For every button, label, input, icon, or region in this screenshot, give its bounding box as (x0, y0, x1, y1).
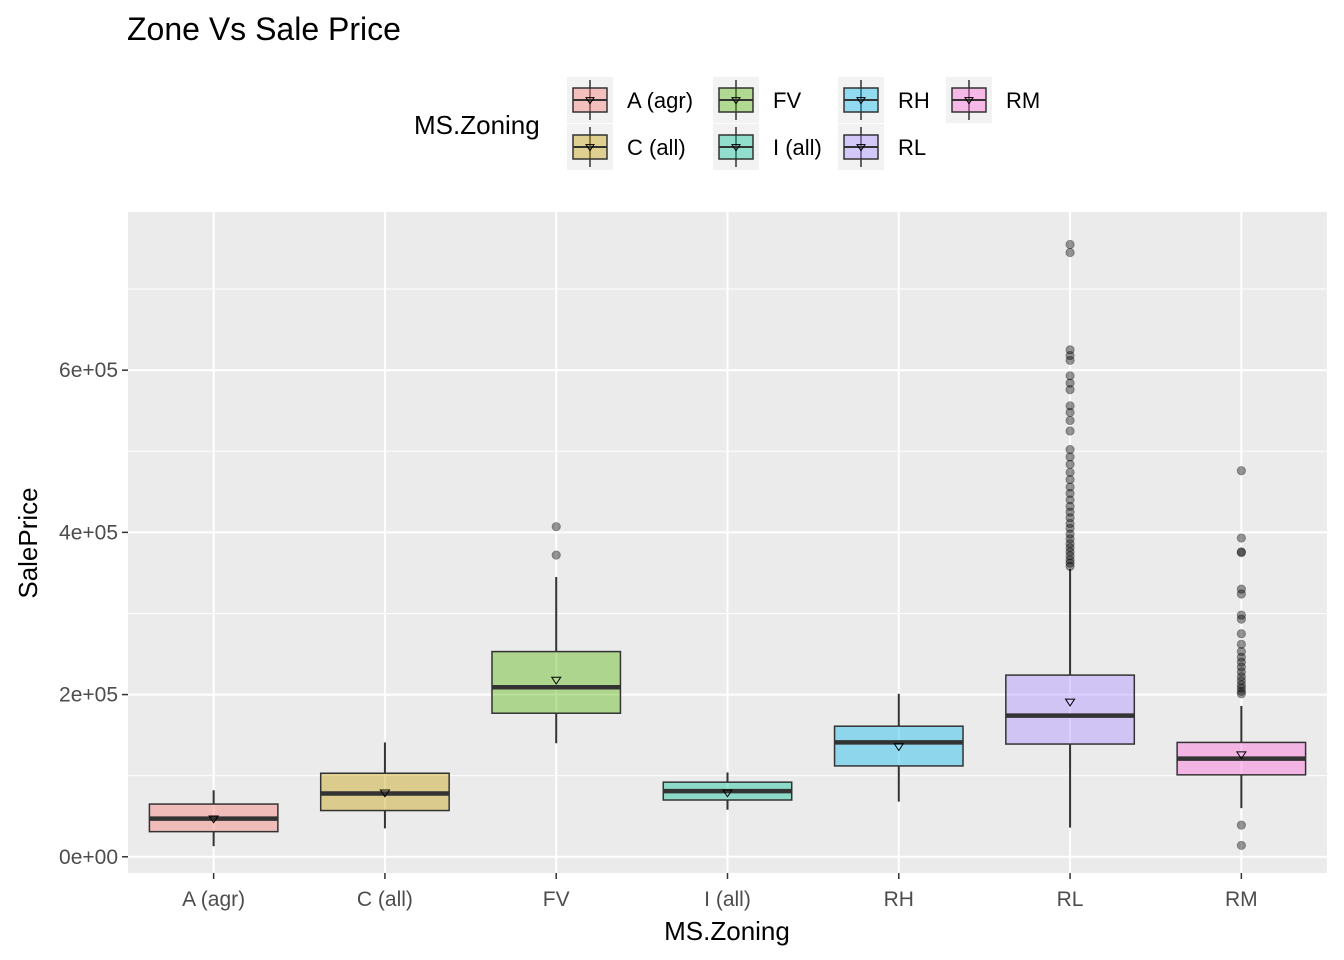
y-axis-title: SalePrice (13, 487, 43, 598)
legend-item: RH (838, 77, 930, 123)
box-iqr (492, 652, 620, 714)
legend-label: RH (898, 88, 930, 113)
outlier-point (1237, 548, 1245, 556)
legend: MS.Zoning A (agr) C (all) FV I (all) RH RL RM (414, 77, 1040, 170)
x-axis-title: MS.Zoning (664, 916, 790, 946)
x-tick-label: A (agr) (182, 888, 245, 911)
legend-item: A (agr) (567, 77, 693, 123)
x-tick-label: RH (884, 888, 914, 911)
y-tick-label: 4e+05 (59, 521, 118, 544)
x-tick-label: C (all) (357, 888, 413, 911)
chart-title: Zone Vs Sale Price (127, 11, 401, 47)
outlier-point (552, 551, 560, 559)
outlier-point (1237, 467, 1245, 475)
outlier-point (1066, 402, 1074, 410)
y-tick-label: 2e+05 (59, 684, 118, 707)
legend-label: FV (773, 88, 801, 113)
outlier-point (1066, 248, 1074, 256)
outlier-point (1237, 611, 1245, 619)
legend-label: RM (1006, 88, 1040, 113)
box-iqr (835, 726, 963, 766)
outlier-point (1237, 841, 1245, 849)
outlier-point (1237, 534, 1245, 542)
x-tick-label: FV (543, 888, 570, 911)
legend-item: RL (838, 124, 926, 170)
outlier-point (1066, 468, 1074, 476)
outlier-point (1066, 372, 1074, 380)
legend-title: MS.Zoning (414, 110, 540, 140)
outlier-point (552, 522, 560, 530)
legend-label: A (agr) (627, 88, 693, 113)
legend-item: FV (713, 77, 801, 123)
x-tick-label: RM (1225, 888, 1258, 911)
legend-label: RL (898, 135, 926, 160)
outlier-point (1066, 427, 1074, 435)
legend-item: RM (946, 77, 1040, 123)
legend-item: I (all) (713, 124, 822, 170)
box-iqr (1006, 675, 1134, 744)
outlier-point (1066, 346, 1074, 354)
outlier-point (1066, 445, 1074, 453)
outlier-point (1237, 821, 1245, 829)
x-tick-label: RL (1057, 888, 1084, 911)
outlier-point (1237, 640, 1245, 648)
outlier-point (1066, 240, 1074, 248)
legend-label: I (all) (773, 135, 822, 160)
y-tick-label: 0e+00 (59, 846, 118, 869)
outlier-point (1237, 630, 1245, 638)
y-tick-label: 6e+05 (59, 359, 118, 382)
outlier-point (1237, 585, 1245, 593)
x-tick-label: I (all) (704, 888, 751, 911)
legend-label: C (all) (627, 135, 686, 160)
outlier-point (1066, 416, 1074, 424)
legend-item: C (all) (567, 124, 686, 170)
